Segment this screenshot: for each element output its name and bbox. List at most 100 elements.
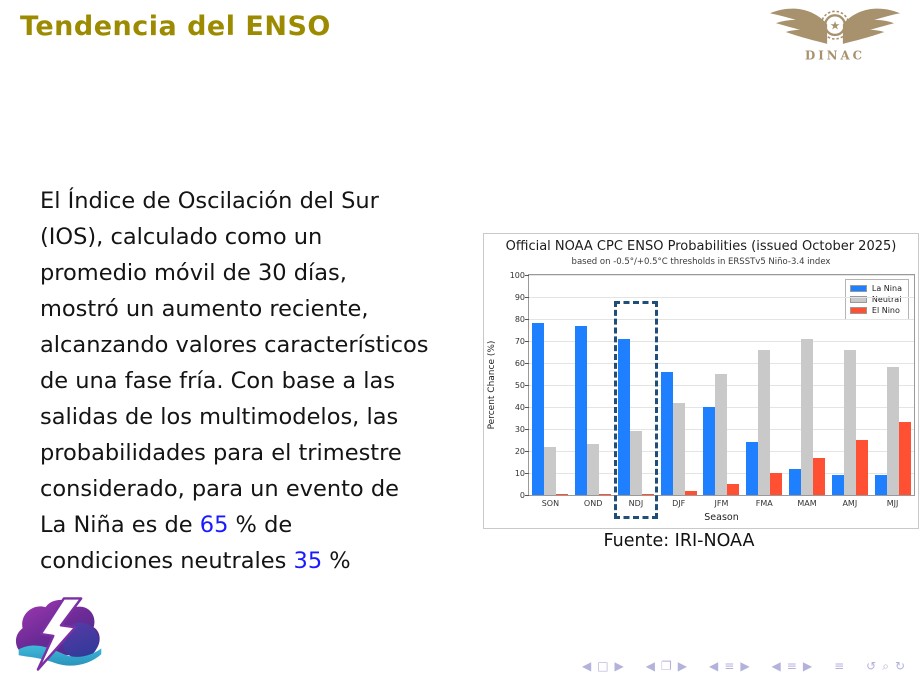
body-line: probabilidades para el trimestre <box>40 435 480 471</box>
y-tick-label: 0 <box>519 491 525 500</box>
slide-nav-symbol[interactable]: ◀ <box>581 659 592 673</box>
dinac-logo-text: DINAC <box>805 49 865 63</box>
body-text-segment: alcanzando valores característicos <box>40 332 429 358</box>
bar-la-nina-mam <box>789 468 802 495</box>
body-line: El Índice de Oscilación del Sur <box>40 183 480 219</box>
section-nav-symbol[interactable]: ◀ <box>771 659 781 673</box>
y-tick-mark <box>525 473 529 474</box>
emblem-circle-icon <box>823 14 847 37</box>
star-icon: ★ <box>830 19 841 33</box>
chart-subtitle: based on -0.5°/+0.5°C thresholds in ERSS… <box>571 257 831 267</box>
history-nav: ↺ ⌕ ↻ <box>863 657 908 675</box>
bar-la-nina-ndj <box>617 338 630 495</box>
y-tick-mark <box>525 363 529 364</box>
y-tick-label: 50 <box>514 381 525 390</box>
legend-label: El Nino <box>871 306 900 315</box>
subsection-nav-symbol[interactable]: ≡ <box>724 659 735 673</box>
body-line: de una fase fría. Con base a las <box>40 363 480 399</box>
bar-neutral-ond <box>587 444 600 495</box>
bar-group-jfm <box>700 275 743 495</box>
bar-la-nina-fma <box>746 442 759 495</box>
body-text-segment: salidas de los multimodelos, las <box>40 404 399 430</box>
legend-row: El Nino <box>849 305 902 316</box>
history-nav-symbol[interactable]: ⌕ <box>882 659 889 673</box>
frame-nav-symbol[interactable]: ◀ <box>645 659 656 673</box>
y-tick-mark <box>525 275 529 276</box>
body-line: La Niña es de 65 % de <box>40 507 480 543</box>
y-tick-mark <box>525 297 529 298</box>
bar-neutral-amj <box>843 349 856 495</box>
frame-nav: ◀ ❐ ▶ <box>643 657 690 675</box>
body-text-segment: % <box>322 548 351 574</box>
legend-label: La Nina <box>871 284 902 293</box>
x-tick-label: SON <box>541 499 560 508</box>
bar-neutral-djf <box>672 402 685 495</box>
section-nav-symbol[interactable]: ▶ <box>802 659 813 673</box>
body-text-segment: probabilidades para el trimestre <box>40 440 402 466</box>
bar-el-nino-amj <box>855 440 868 495</box>
enso-probability-chart: Official NOAA CPC ENSO Probabilities (is… <box>483 233 919 529</box>
y-tick-label: 60 <box>514 359 525 368</box>
bar-group-djf <box>657 275 700 495</box>
subsection-nav: ◀ ≡ ▶ <box>706 657 753 675</box>
dinac-logo: ★ DINAC <box>769 8 901 63</box>
weather-cloud-lightning-logo <box>15 597 102 671</box>
y-tick-mark <box>525 429 529 430</box>
bar-neutral-fma <box>758 349 771 495</box>
lightning-bolt-icon <box>36 597 83 671</box>
gridline <box>529 275 914 276</box>
body-line: salidas de los multimodelos, las <box>40 399 480 435</box>
legend-row: Neutral <box>849 294 902 305</box>
bar-neutral-jfm <box>715 374 728 495</box>
y-tick-label: 10 <box>514 469 525 478</box>
section-nav-symbol[interactable]: ≡ <box>786 659 797 673</box>
history-nav-symbol[interactable]: ↺ <box>866 659 877 673</box>
y-tick-label: 100 <box>509 271 525 280</box>
frame-nav-symbol[interactable]: ❐ <box>661 659 672 673</box>
gridline <box>529 363 914 364</box>
body-text-segment: (IOS), calculado como un <box>40 224 323 250</box>
bar-el-nino-jfm <box>727 484 740 495</box>
bar-neutral-mjj <box>886 367 899 495</box>
body-line: mostró un aumento reciente, <box>40 291 480 327</box>
slide-nav-symbol[interactable]: □ <box>597 659 609 673</box>
presentation-nav-symbol[interactable]: ≡ <box>834 659 845 673</box>
history-nav-symbol[interactable]: ↻ <box>894 659 905 673</box>
bar-la-nina-amj <box>831 475 844 495</box>
bar-el-nino-mam <box>813 457 826 495</box>
gridline <box>529 319 914 320</box>
bar-neutral-ndj <box>629 431 642 495</box>
subsection-nav-symbol[interactable]: ▶ <box>740 659 750 673</box>
x-tick-label: AMJ <box>842 499 858 508</box>
subsection-nav-symbol[interactable]: ◀ <box>709 659 719 673</box>
bar-la-nina-son <box>532 323 545 495</box>
body-text-segment: promedio móvil de 30 días, <box>40 260 347 286</box>
body-line: promedio móvil de 30 días, <box>40 255 480 291</box>
frame-nav-symbol[interactable]: ▶ <box>677 659 688 673</box>
body-text-segment: % de <box>228 512 293 538</box>
bar-group-son <box>529 275 572 495</box>
y-tick-mark <box>525 495 529 496</box>
presentation-nav: ≡ <box>831 657 847 675</box>
probability-value: 35 <box>293 548 323 574</box>
slide-nav-symbol[interactable]: ▶ <box>614 659 624 673</box>
y-tick-mark <box>525 407 529 408</box>
bar-group-ndj <box>615 275 658 495</box>
bar-la-nina-jfm <box>703 407 716 495</box>
bar-el-nino-djf <box>684 490 697 495</box>
bar-group-ond <box>572 275 615 495</box>
y-tick-mark <box>525 451 529 452</box>
body-line: alcanzando valores característicos <box>40 327 480 363</box>
y-tick-mark <box>525 341 529 342</box>
wings-icon <box>769 8 901 44</box>
gridline <box>529 297 914 298</box>
bar-el-nino-mjj <box>898 422 911 495</box>
x-tick-label: NDJ <box>628 499 644 508</box>
x-tick-label: MAM <box>797 499 817 508</box>
laurel-ring-icon <box>820 10 850 40</box>
beamer-navigation-bar: ◀ □ ▶ ◀ ❐ ▶ ◀ ≡ ▶ ◀ ≡ ▶ ≡ ↺ ⌕ ↻ <box>563 657 908 675</box>
plot-area: Percent Chance (%) Season La Nina Neutral… <box>487 271 915 523</box>
x-tick-label: MJJ <box>886 499 899 508</box>
bar-el-nino-son <box>556 494 569 495</box>
body-text-segment: El Índice de Oscilación del Sur <box>40 188 379 214</box>
